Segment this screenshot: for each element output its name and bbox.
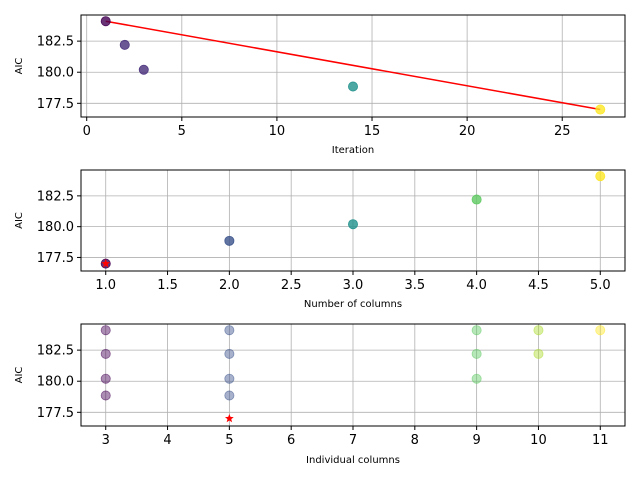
data-point	[138, 64, 149, 75]
data-point	[471, 325, 482, 336]
data-point	[100, 348, 111, 359]
y-axis-label: AIC	[14, 58, 25, 75]
x-axis-label: Iteration	[332, 145, 374, 156]
x-tick-label: 4.0	[466, 278, 487, 293]
data-point	[100, 16, 111, 27]
data-point	[471, 194, 482, 205]
y-tick-label: 180.0	[37, 220, 74, 235]
x-tick-label: 1.0	[95, 278, 116, 293]
best-marker-star	[224, 413, 234, 423]
y-tick-label: 177.5	[37, 406, 74, 421]
y-tick-label: 180.0	[37, 66, 74, 81]
x-tick-label: 11	[592, 433, 609, 448]
x-tick-label: 2.0	[219, 278, 240, 293]
data-point	[224, 325, 235, 336]
data-point	[224, 235, 235, 246]
data-point	[471, 348, 482, 359]
data-point	[595, 325, 606, 336]
data-point	[100, 390, 111, 401]
y-tick-label: 180.0	[37, 375, 74, 390]
data-point	[100, 325, 111, 336]
x-tick-label: 10	[530, 433, 547, 448]
x-tick-label: 1.5	[157, 278, 178, 293]
data-point	[100, 373, 111, 384]
x-tick-label: 0	[83, 124, 91, 139]
x-tick-label: 15	[364, 124, 381, 139]
x-axis-label: Individual columns	[306, 455, 400, 466]
y-axis-label: AIC	[14, 212, 25, 229]
chart-panel-individual-columns: 3 4 5 6 7 8 9 10 11 177.5 180.0 182.5 Individual col…	[14, 323, 626, 466]
x-tick-label: 5.0	[590, 278, 611, 293]
y-tick-label: 182.5	[37, 35, 74, 50]
data-point	[471, 373, 482, 384]
x-tick-label: 5	[225, 433, 233, 448]
data-point	[224, 348, 235, 359]
best-marker-star	[101, 259, 111, 268]
data-point	[595, 171, 606, 182]
x-tick-label: 7	[349, 433, 357, 448]
x-tick-label: 5	[178, 124, 186, 139]
x-tick-label: 3.0	[343, 278, 364, 293]
y-tick-label: 177.5	[37, 97, 74, 112]
x-tick-label: 3.5	[404, 278, 425, 293]
x-tick-label: 8	[411, 433, 419, 448]
data-point	[347, 219, 358, 230]
y-tick-label: 182.5	[37, 344, 74, 359]
trend-line	[105, 20, 601, 111]
x-tick-label: 20	[459, 124, 476, 139]
x-tick-label: 6	[287, 433, 295, 448]
data-point	[119, 39, 130, 50]
data-point	[224, 390, 235, 401]
x-tick-label: 25	[554, 124, 571, 139]
y-tick-label: 177.5	[37, 251, 74, 266]
x-axis-label: Number of columns	[304, 299, 402, 310]
chart-panel-number-of-columns: 1.0 1.5 2.0 2.5 3.0 3.5 4.0 4.5 5.0 177.5 180.0 182…	[14, 169, 626, 310]
axes-frame	[80, 14, 626, 118]
data-point	[595, 104, 606, 115]
data-point	[533, 325, 544, 336]
data-point	[533, 348, 544, 359]
x-tick-label: 9	[472, 433, 480, 448]
y-tick-label: 182.5	[37, 189, 74, 204]
x-tick-label: 10	[269, 124, 286, 139]
x-tick-label: 3	[102, 433, 110, 448]
chart-panel-iteration: 0 5 10 15 20 25 177.5 180.0 182.5 Iteration AIC	[14, 14, 626, 156]
x-tick-label: 2.5	[281, 278, 302, 293]
y-axis-label: AIC	[14, 367, 25, 384]
x-tick-label: 4.5	[528, 278, 549, 293]
data-point	[347, 81, 358, 92]
x-tick-label: 4	[163, 433, 171, 448]
data-point	[224, 373, 235, 384]
